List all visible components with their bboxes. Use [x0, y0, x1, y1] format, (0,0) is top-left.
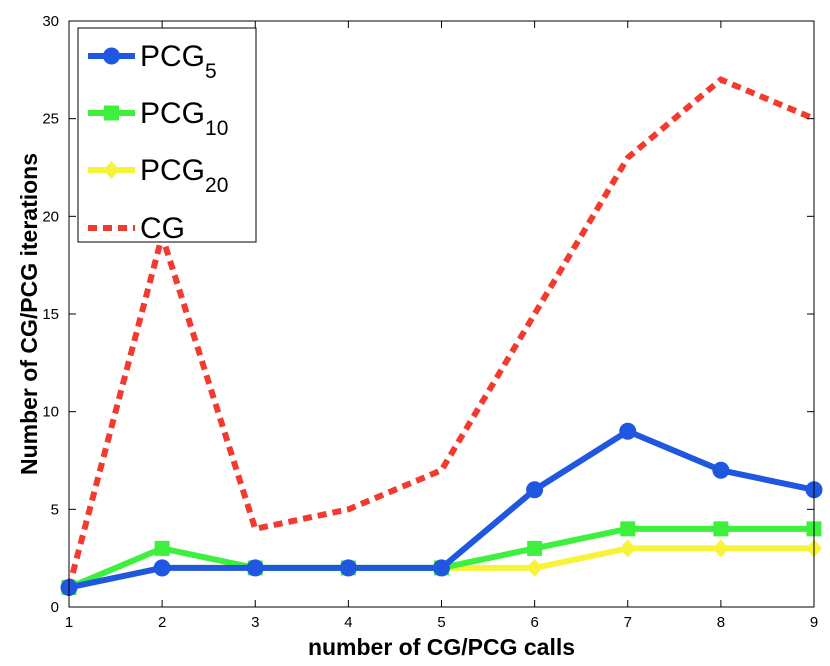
y-tick-label: 0	[51, 599, 59, 616]
x-tick-label: 6	[530, 614, 538, 631]
x-axis: 1 2 3 4 5 6 7 8 9	[65, 21, 818, 631]
series-pcg5	[60, 422, 823, 596]
x-tick-label: 5	[437, 614, 445, 631]
legend-entry-cg: CG	[88, 212, 185, 245]
x-axis-title: number of CG/PCG calls	[308, 634, 575, 660]
data-point	[527, 540, 543, 556]
x-tick-label: 8	[717, 614, 725, 631]
x-tick-label: 7	[624, 614, 632, 631]
y-tick-label: 25	[42, 111, 59, 128]
y-tick-label: 30	[42, 13, 59, 30]
data-point	[433, 559, 450, 577]
x-tick-label: 3	[251, 614, 259, 631]
legend-label: CG	[140, 212, 185, 245]
series-layer	[60, 76, 823, 597]
series-cg	[66, 76, 816, 589]
data-point	[619, 539, 636, 558]
series-line	[67, 525, 814, 591]
data-point	[712, 461, 730, 479]
x-tick-label: 4	[344, 614, 352, 631]
series-pcg10	[61, 521, 822, 595]
legend-marker	[103, 47, 120, 65]
data-point	[153, 559, 171, 577]
legend-box	[77, 27, 257, 243]
data-point	[526, 481, 544, 499]
y-axis: 0 5 10 15 20 25 30	[42, 13, 814, 616]
x-tick-label: 1	[65, 614, 73, 631]
data-point	[620, 521, 636, 537]
x-tick-label: 2	[158, 614, 166, 631]
y-axis-title: Number of CG/PCG iterations	[16, 153, 42, 475]
data-point	[154, 540, 170, 556]
legend-marker	[103, 161, 120, 179]
data-point	[619, 422, 637, 440]
legend-label-subscript: 20	[205, 174, 228, 197]
y-tick-label: 5	[51, 501, 59, 518]
data-point	[712, 539, 729, 558]
legend-marker	[104, 105, 119, 121]
data-point	[339, 559, 357, 577]
series-line	[66, 76, 816, 589]
x-tick-label: 9	[810, 614, 818, 631]
data-point	[526, 558, 543, 577]
y-tick-label: 15	[42, 306, 59, 323]
data-point	[713, 521, 729, 537]
legend-label-subscript: 5	[205, 60, 217, 83]
legend-label-subscript: 10	[205, 117, 228, 140]
data-point	[246, 559, 264, 577]
y-tick-label: 10	[42, 404, 59, 421]
y-tick-label: 20	[42, 208, 59, 225]
